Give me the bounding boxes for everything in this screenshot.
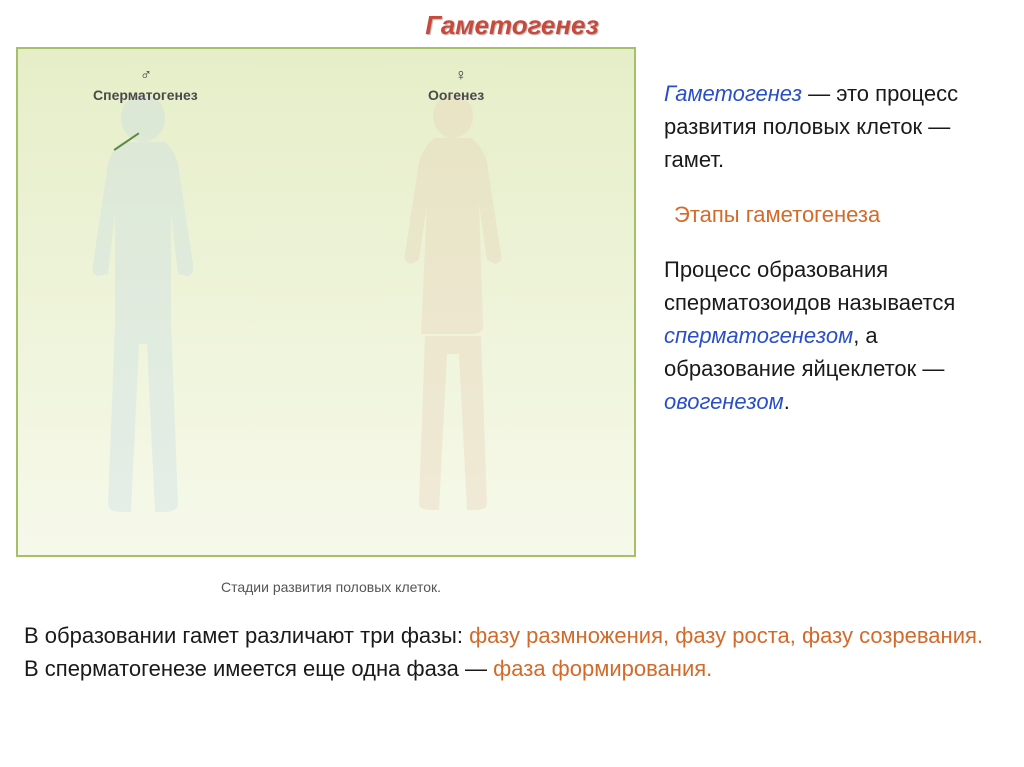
definition-paragraph: Гаметогенез — это процесс развития полов… bbox=[664, 77, 1008, 176]
diagram-column: ♂♀СперматогенезОогенез Стадии развития п… bbox=[16, 47, 646, 595]
p2-pre: Процесс образования сперматозоидов назыв… bbox=[664, 257, 955, 315]
term-gametogenesis: Гаметогенез bbox=[664, 81, 802, 106]
gametogenesis-diagram: ♂♀СперматогенезОогенез bbox=[16, 47, 636, 557]
bottom-paragraph: В образовании гамет различают три фазы: … bbox=[0, 595, 1024, 685]
term-oogenesis: овогенезом bbox=[664, 389, 784, 414]
page-title: Гаметогенез bbox=[0, 0, 1024, 47]
bottom-mid: В сперматогенезе имеется еще одна фаза — bbox=[24, 656, 493, 681]
p2-end: . bbox=[784, 389, 790, 414]
stages-heading: Этапы гаметогенеза bbox=[664, 198, 1008, 231]
phase-growth: фазу роста, bbox=[675, 623, 802, 648]
processes-paragraph: Процесс образования сперматозоидов назыв… bbox=[664, 253, 1008, 418]
phase-maturation: фазу созревания. bbox=[802, 623, 983, 648]
phase-reproduction: фазу размножения, bbox=[469, 623, 675, 648]
sidebar-text: Гаметогенез — это процесс развития полов… bbox=[664, 47, 1008, 595]
bottom-pre: В образовании гамет различают три фазы: bbox=[24, 623, 469, 648]
diagram-caption: Стадии развития половых клеток. bbox=[16, 579, 646, 595]
content-row: ♂♀СперматогенезОогенез Стадии развития п… bbox=[0, 47, 1024, 595]
term-spermatogenesis: сперматогенезом bbox=[664, 323, 853, 348]
phase-formation: фаза формирования. bbox=[493, 656, 712, 681]
